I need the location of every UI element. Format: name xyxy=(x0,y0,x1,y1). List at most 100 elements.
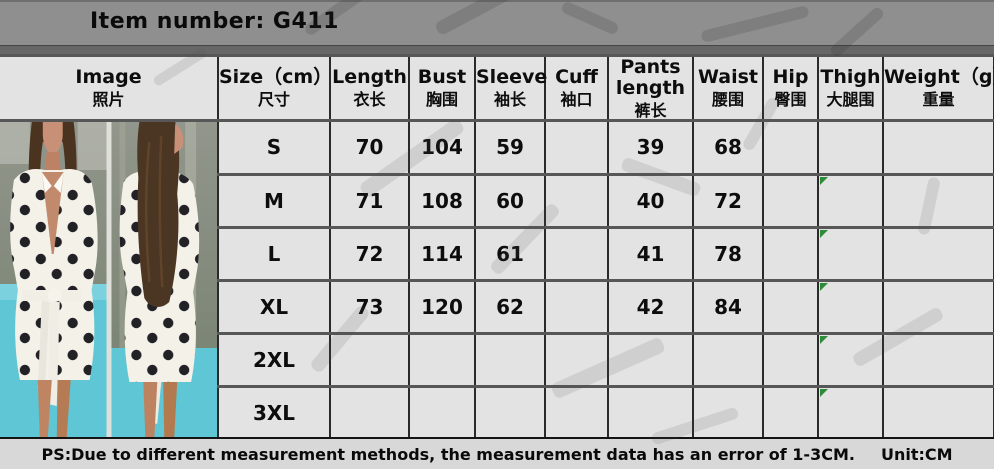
cell-weight xyxy=(882,172,994,229)
col-header-length: Length 衣长 xyxy=(329,53,410,123)
cell-pants xyxy=(607,385,694,442)
cell-length: 71 xyxy=(329,172,410,229)
cell-cuff xyxy=(544,278,609,336)
table-row-2xl: 2XL xyxy=(0,331,994,389)
table-row-m: M 71 108 60 40 72 xyxy=(0,172,994,229)
cell-weight xyxy=(882,278,994,336)
cell-cuff xyxy=(544,172,609,229)
col-header-hip: Hip 臀围 xyxy=(762,53,819,123)
cell-sleeve: 60 xyxy=(474,172,546,229)
cell-bust: 114 xyxy=(408,225,476,282)
cell-thigh xyxy=(817,119,884,176)
cell-cuff xyxy=(544,331,609,389)
cell-sleeve xyxy=(474,331,546,389)
cell-hip xyxy=(762,385,819,442)
cell-hip xyxy=(762,225,819,282)
cell-length: 70 xyxy=(329,119,410,176)
col-label-zh: 腰围 xyxy=(711,90,744,110)
col-header-waist: Waist 腰围 xyxy=(692,53,764,123)
cell-length xyxy=(329,331,410,389)
cell-size: S xyxy=(217,119,331,176)
cell-bust: 104 xyxy=(408,119,476,176)
cell-cuff xyxy=(544,225,609,282)
cell-thigh xyxy=(817,225,884,282)
col-label-zh: 大腿围 xyxy=(826,90,875,110)
cell-waist xyxy=(692,331,764,389)
cell-sleeve: 62 xyxy=(474,278,546,336)
table-top-bar xyxy=(0,45,994,54)
col-label-zh: 尺寸 xyxy=(257,90,290,110)
cell-pants: 39 xyxy=(607,119,694,176)
cell-waist: 72 xyxy=(692,172,764,229)
cell-weight xyxy=(882,385,994,442)
polka-dot-dress-photo xyxy=(0,123,216,437)
col-label-zh: 照片 xyxy=(92,90,125,110)
measurement-note: PS:Due to different measurement methods,… xyxy=(0,437,994,469)
table-row-s: S 70 104 59 39 68 xyxy=(0,119,994,442)
col-label-zh: 裤长 xyxy=(634,100,667,120)
cell-weight xyxy=(882,225,994,282)
col-header-image: Image 照片 xyxy=(0,53,219,123)
col-label-en: Image xyxy=(75,66,142,89)
cell-hip xyxy=(762,278,819,336)
cell-size: 3XL xyxy=(217,385,331,442)
product-photo xyxy=(0,119,219,442)
col-label-zh: 重量 xyxy=(922,90,955,110)
cell-corner-marker xyxy=(820,389,828,398)
col-label-en: Cuff xyxy=(555,66,598,89)
cell-size: XL xyxy=(217,278,331,336)
cell-pants: 41 xyxy=(607,225,694,282)
cell-hip xyxy=(762,331,819,389)
col-header-weight: Weight（g） 重量 xyxy=(882,53,994,123)
cell-size: 2XL xyxy=(217,331,331,389)
col-label-zh: 臀围 xyxy=(774,90,807,110)
note-text: PS:Due to different measurement methods,… xyxy=(41,444,855,464)
table-row-l: L 72 114 61 41 78 xyxy=(0,225,994,282)
cell-hip xyxy=(762,119,819,176)
col-label-zh: 胸围 xyxy=(425,90,458,110)
cell-corner-marker xyxy=(820,282,828,291)
col-label-en: Hip xyxy=(772,66,809,89)
page-top-border xyxy=(0,0,994,2)
cell-waist: 78 xyxy=(692,225,764,282)
col-label-en: Weight（g） xyxy=(884,66,994,89)
cell-size: L xyxy=(217,225,331,282)
col-header-sleeve: Sleeve 袖长 xyxy=(474,53,547,123)
cell-bust xyxy=(408,385,476,442)
watermark-stroke xyxy=(700,4,810,44)
col-label-en: Size（cm） xyxy=(219,66,333,89)
col-header-bust: Bust 胸围 xyxy=(408,53,476,123)
cell-length: 73 xyxy=(329,278,410,336)
cell-bust: 120 xyxy=(408,278,476,336)
cell-sleeve xyxy=(474,385,546,442)
cell-thigh xyxy=(817,385,884,442)
col-label-en: Thigh xyxy=(820,66,881,89)
cell-length: 72 xyxy=(329,225,410,282)
cell-pants: 40 xyxy=(607,172,694,229)
col-label-en: Length xyxy=(332,66,407,89)
cell-cuff xyxy=(544,385,609,442)
col-header-thigh: Thigh 大腿围 xyxy=(817,53,884,123)
cell-pants: 42 xyxy=(607,278,694,336)
table-row-xl: XL 73 120 62 42 84 xyxy=(0,278,994,336)
cell-sleeve: 61 xyxy=(474,225,546,282)
cell-bust: 108 xyxy=(408,172,476,229)
cell-hip xyxy=(762,172,819,229)
cell-thigh xyxy=(817,278,884,336)
cell-thigh xyxy=(817,331,884,389)
col-label-en: Pants length xyxy=(615,56,686,99)
cell-thigh xyxy=(817,172,884,229)
item-number-title: Item number: G411 xyxy=(90,9,339,34)
header-row: Image 照片 Size（cm） 尺寸 Length 衣长 Bust 胸围 S… xyxy=(0,53,994,123)
size-chart-table: Image 照片 Size（cm） 尺寸 Length 衣长 Bust 胸围 S… xyxy=(0,53,994,442)
cell-corner-marker xyxy=(820,336,828,344)
col-label-zh: 袖口 xyxy=(560,90,593,110)
cell-sleeve: 59 xyxy=(474,119,546,176)
watermark-stroke xyxy=(560,0,620,36)
col-label-zh: 袖长 xyxy=(493,90,526,110)
cell-waist: 68 xyxy=(692,119,764,176)
col-label-en: Waist xyxy=(697,66,758,89)
unit-text: Unit:CM xyxy=(880,444,953,464)
col-header-cuff: Cuff 袖口 xyxy=(544,53,609,123)
watermark-stroke xyxy=(433,0,521,37)
